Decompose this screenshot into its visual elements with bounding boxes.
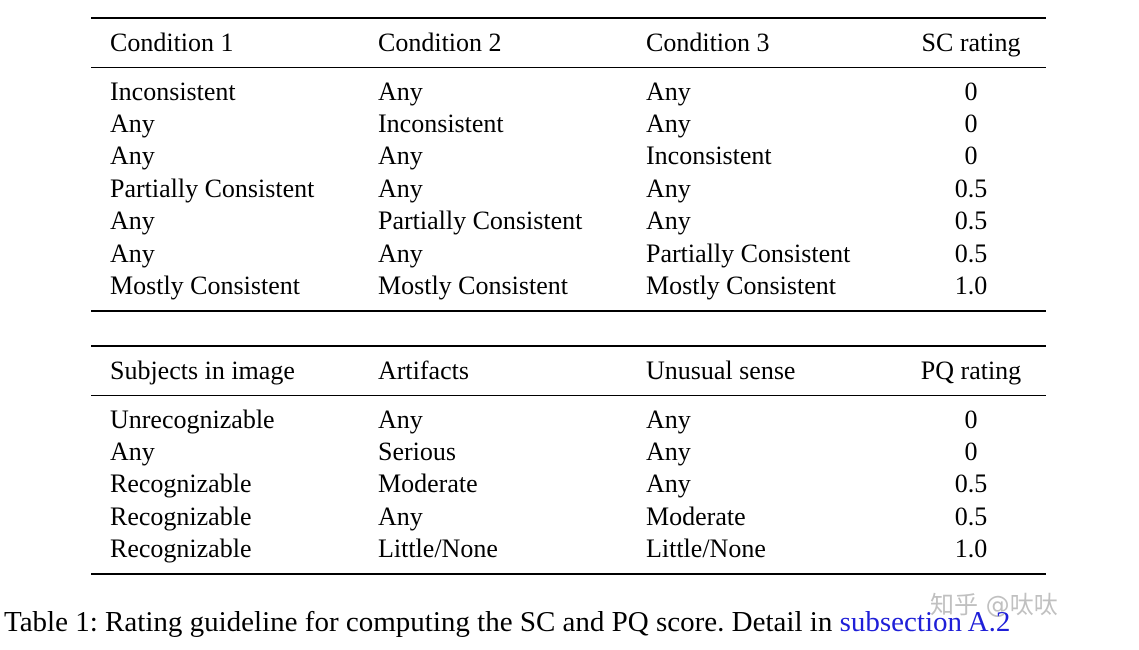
table-cell: Any <box>646 77 691 106</box>
pq-header-rule <box>91 395 1046 397</box>
table-cell: Moderate <box>646 502 746 531</box>
table-cell: 0 <box>964 77 978 106</box>
table-cell: Any <box>646 469 691 498</box>
pq-header-unusual-sense: Unusual sense <box>646 356 796 385</box>
table-cell: Any <box>378 141 423 170</box>
table-cell: Recognizable <box>110 469 252 498</box>
table-cell: Mostly Consistent <box>646 271 836 300</box>
pq-header-artifacts: Artifacts <box>378 356 469 385</box>
table-cell: Any <box>378 502 423 531</box>
table-row: Any Serious Any 0 <box>91 436 1046 468</box>
table-row: Any Inconsistent Any 0 <box>91 108 1046 140</box>
table-cell: 0 <box>964 109 978 138</box>
table-caption: Table 1: Rating guideline for computing … <box>4 604 1010 640</box>
pq-top-rule <box>91 345 1046 347</box>
table-cell: Any <box>646 437 691 466</box>
table-cell: Any <box>110 239 155 268</box>
table-cell: 0 <box>964 141 978 170</box>
table-cell: Serious <box>378 437 456 466</box>
table-cell: 0.5 <box>954 239 988 268</box>
table-cell: Inconsistent <box>110 77 236 106</box>
table-cell: Inconsistent <box>646 141 772 170</box>
sc-header-rule <box>91 67 1046 69</box>
table-row: Mostly Consistent Mostly Consistent Most… <box>91 270 1046 302</box>
table-row: Recognizable Little/None Little/None 1.0 <box>91 533 1046 565</box>
table-row: Partially Consistent Any Any 0.5 <box>91 173 1046 205</box>
table-cell: Any <box>378 239 423 268</box>
sc-header-condition-1: Condition 1 <box>110 28 234 57</box>
sc-header-rating: SC rating <box>921 28 1021 57</box>
pq-header-row: Subjects in image Artifacts Unusual sens… <box>91 355 1046 387</box>
table-row: Recognizable Any Moderate 0.5 <box>91 501 1046 533</box>
table-cell: Mostly Consistent <box>110 271 300 300</box>
pq-header-subjects: Subjects in image <box>110 356 295 385</box>
table-cell: Any <box>646 206 691 235</box>
caption-text: Table 1: Rating guideline for computing … <box>4 606 840 638</box>
table-cell: Any <box>646 174 691 203</box>
table-row: Any Any Inconsistent 0 <box>91 140 1046 172</box>
sc-header-row: Condition 1 Condition 2 Condition 3 SC r… <box>91 27 1046 59</box>
table-cell: Any <box>378 405 423 434</box>
sc-bottom-rule <box>91 310 1046 312</box>
table-row: Inconsistent Any Any 0 <box>91 76 1046 108</box>
table-cell: 0 <box>964 405 978 434</box>
table-row: Any Any Partially Consistent 0.5 <box>91 238 1046 270</box>
table-cell: Recognizable <box>110 502 252 531</box>
table-cell: 0.5 <box>954 502 988 531</box>
table-cell: Little/None <box>646 534 766 563</box>
table-cell: Any <box>378 174 423 203</box>
pq-header-rating: PQ rating <box>920 356 1022 385</box>
table-cell: Partially Consistent <box>646 239 851 268</box>
table-cell: 0.5 <box>954 469 988 498</box>
table-cell: Any <box>110 141 155 170</box>
table-row: Recognizable Moderate Any 0.5 <box>91 468 1046 500</box>
table-cell: Any <box>378 77 423 106</box>
sc-header-condition-3: Condition 3 <box>646 28 770 57</box>
table-cell: Any <box>110 437 155 466</box>
watermark: 知乎 @呔呔 <box>930 591 1058 619</box>
table-row: Any Partially Consistent Any 0.5 <box>91 205 1046 237</box>
table-cell: Partially Consistent <box>378 206 583 235</box>
table-cell: Little/None <box>378 534 498 563</box>
table-cell: Recognizable <box>110 534 252 563</box>
table-cell: 1.0 <box>954 534 988 563</box>
table-cell: 0.5 <box>954 206 988 235</box>
table-cell: Any <box>110 109 155 138</box>
table-cell: Mostly Consistent <box>378 271 568 300</box>
table-cell: 0.5 <box>954 174 988 203</box>
table-cell: Any <box>646 109 691 138</box>
subsection-link[interactable]: subsection A.2 <box>839 606 1011 638</box>
table-cell: Inconsistent <box>378 109 504 138</box>
pq-bottom-rule <box>91 573 1046 575</box>
table-cell: 0 <box>964 437 978 466</box>
sc-top-rule <box>91 17 1046 19</box>
table-cell: Partially Consistent <box>110 174 315 203</box>
table-cell: Unrecognizable <box>110 405 275 434</box>
table-cell: Any <box>110 206 155 235</box>
table-cell: Moderate <box>378 469 478 498</box>
table-cell: 1.0 <box>954 271 988 300</box>
table-cell: Any <box>646 405 691 434</box>
table-row: Unrecognizable Any Any 0 <box>91 404 1046 436</box>
sc-header-condition-2: Condition 2 <box>378 28 502 57</box>
